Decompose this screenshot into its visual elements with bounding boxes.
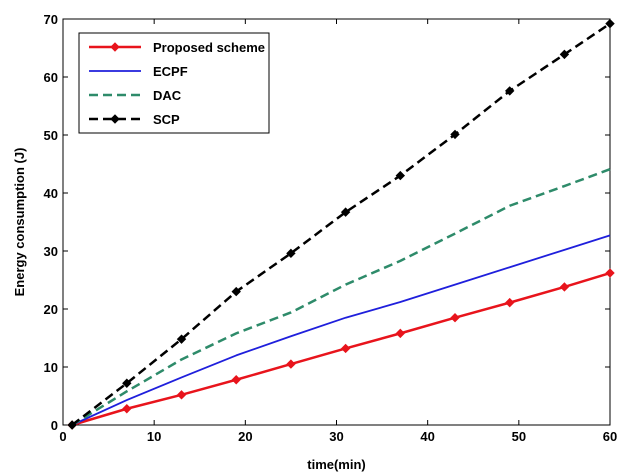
data-point <box>450 312 460 323</box>
y-tick-label: 40 <box>44 186 58 201</box>
data-point <box>559 49 570 60</box>
x-tick-label: 40 <box>420 429 434 444</box>
legend-entry: SCP <box>89 112 180 127</box>
legend-entry: Proposed scheme <box>89 40 265 55</box>
data-point <box>559 282 570 292</box>
x-axis-label: time(min) <box>307 457 366 472</box>
axes: 0 10 20 30 40 50 60 0 10 20 30 40 50 60 70 <box>44 12 618 444</box>
data-point <box>231 286 241 297</box>
data-point <box>286 248 296 259</box>
data-point <box>286 359 296 369</box>
data-point <box>395 170 406 181</box>
series-scp <box>67 18 615 430</box>
data-point <box>605 268 615 278</box>
legend-box <box>78 32 270 134</box>
series-line <box>71 271 611 427</box>
y-tick-label: 10 <box>44 360 58 375</box>
y-tick-label: 60 <box>44 70 58 85</box>
data-point <box>340 343 351 354</box>
data-point <box>176 334 187 344</box>
series-line <box>71 22 611 426</box>
data-point <box>67 420 77 430</box>
data-point <box>176 390 187 400</box>
legend-entry: DAC <box>89 88 182 103</box>
x-tick-label: 0 <box>59 429 66 444</box>
data-point <box>505 297 515 308</box>
x-tick-label: 20 <box>238 429 252 444</box>
y-tick-label: 70 <box>44 12 58 27</box>
series-ecpf <box>71 234 611 426</box>
legend-marker <box>110 114 120 124</box>
y-tick-label: 50 <box>44 128 58 143</box>
data-point <box>505 86 515 96</box>
legend-label: Proposed scheme <box>153 40 265 55</box>
legend-label: ECPF <box>153 64 188 79</box>
series-proposed-scheme <box>67 268 615 430</box>
data-point <box>450 129 460 140</box>
x-tick-label: 10 <box>147 429 161 444</box>
series-dac <box>71 168 611 427</box>
y-tick-label: 30 <box>44 244 58 259</box>
y-tick-label: 20 <box>44 302 58 317</box>
series-layer <box>67 18 615 430</box>
series-line <box>71 234 611 426</box>
x-tick-label: 50 <box>512 429 526 444</box>
x-tick-label: 30 <box>329 429 343 444</box>
legend-entry: ECPF <box>89 64 188 79</box>
legend: Proposed scheme ECPF DAC SCP <box>78 32 270 134</box>
legend-label: SCP <box>153 112 180 127</box>
data-point <box>340 207 351 217</box>
series-line <box>71 168 611 427</box>
data-point <box>395 328 406 339</box>
legend-label: DAC <box>153 88 182 103</box>
y-axis-label: Energy consumption (J) <box>12 148 27 297</box>
y-tick-label: 0 <box>51 418 58 433</box>
data-point <box>122 378 132 388</box>
data-point <box>231 375 241 385</box>
legend-marker <box>110 42 120 52</box>
data-point <box>122 404 132 414</box>
x-tick-label: 60 <box>603 429 617 444</box>
data-point <box>605 18 615 29</box>
